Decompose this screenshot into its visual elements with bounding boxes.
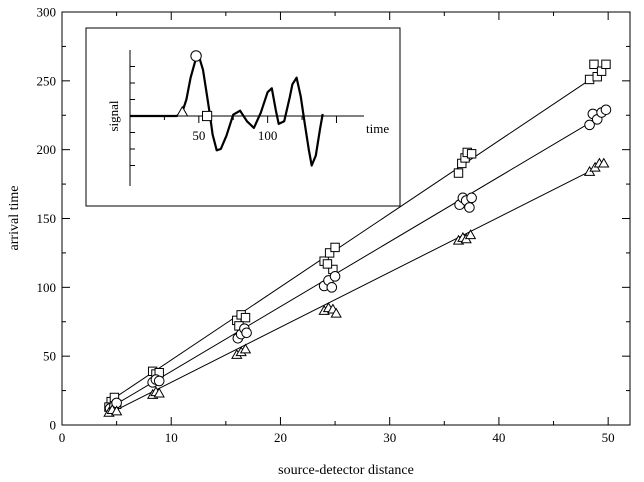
inset-y-label: signal <box>106 100 121 131</box>
y-tick-label: 150 <box>37 211 57 226</box>
triangle-data-point <box>153 387 165 398</box>
circle-data-point <box>466 192 477 204</box>
x-tick-label: 0 <box>59 430 66 445</box>
square-data-point <box>601 59 611 70</box>
square-data-point <box>330 242 340 253</box>
circle-data-point <box>464 202 475 213</box>
y-tick-label: 200 <box>37 142 57 157</box>
triangle-data-point <box>598 157 610 168</box>
y-tick-label: 100 <box>37 280 57 295</box>
square-data-point <box>584 74 595 85</box>
inset-x-tick-label: 100 <box>258 128 278 143</box>
inset-square-marker <box>201 110 213 122</box>
circle-data-point <box>600 104 612 116</box>
inset-plot: 50 100 time signal <box>85 27 401 207</box>
square-data-point <box>589 59 599 70</box>
main-data-marks <box>103 59 612 417</box>
circle-data-point <box>329 271 341 282</box>
inset-x-label: time <box>366 121 389 136</box>
inset-circle-marker <box>190 50 202 62</box>
square-data-point <box>453 168 464 178</box>
main-ticks: 0 10 20 30 40 50 0 50 100 150 200 250 300 <box>37 5 630 445</box>
circle-fit-line <box>110 114 603 408</box>
circle-data-point <box>584 119 595 131</box>
x-tick-label: 20 <box>274 430 287 445</box>
y-tick-label: 50 <box>43 349 56 364</box>
circle-data-point <box>326 282 338 293</box>
main-fit-lines <box>110 70 603 414</box>
x-tick-label: 10 <box>165 430 178 445</box>
square-fit-line <box>110 70 603 401</box>
x-tick-label: 50 <box>602 430 615 445</box>
square-data-point <box>240 312 251 323</box>
triangle-data-point <box>239 343 252 354</box>
circle-data-point <box>153 375 165 387</box>
triangle-data-point <box>464 229 477 240</box>
x-axis-title: source-detector distance <box>278 463 414 478</box>
triangle-fit-line <box>110 164 603 414</box>
y-axis-title: arrival time <box>7 186 22 251</box>
inset-x-tick-label: 50 <box>192 128 205 143</box>
inset-markers <box>176 50 213 122</box>
y-tick-label: 300 <box>37 5 57 20</box>
circle-data-point <box>241 327 252 339</box>
y-tick-label: 250 <box>37 73 57 88</box>
y-tick-label: 0 <box>50 418 57 433</box>
triangle-data-point <box>110 405 123 416</box>
triangle-data-point <box>330 307 342 318</box>
inset-triangle-marker <box>176 105 189 117</box>
square-data-point <box>322 259 333 269</box>
main-plot: 0 10 20 30 40 50 0 50 100 150 200 250 300 source-det… <box>7 5 631 478</box>
x-tick-label: 30 <box>383 430 396 445</box>
square-data-point <box>324 248 335 258</box>
x-tick-label: 40 <box>492 430 505 445</box>
square-data-point <box>466 149 477 159</box>
